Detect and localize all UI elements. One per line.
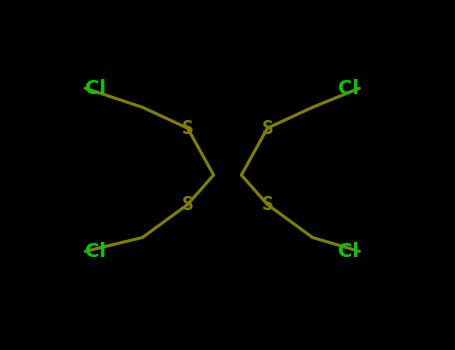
Text: S: S <box>182 195 193 214</box>
Text: Cl: Cl <box>339 242 359 261</box>
Text: S: S <box>262 119 273 138</box>
Text: S: S <box>262 195 273 214</box>
Text: Cl: Cl <box>339 79 359 98</box>
Text: Cl: Cl <box>85 242 106 261</box>
Text: Cl: Cl <box>85 79 106 98</box>
Text: S: S <box>182 119 193 138</box>
